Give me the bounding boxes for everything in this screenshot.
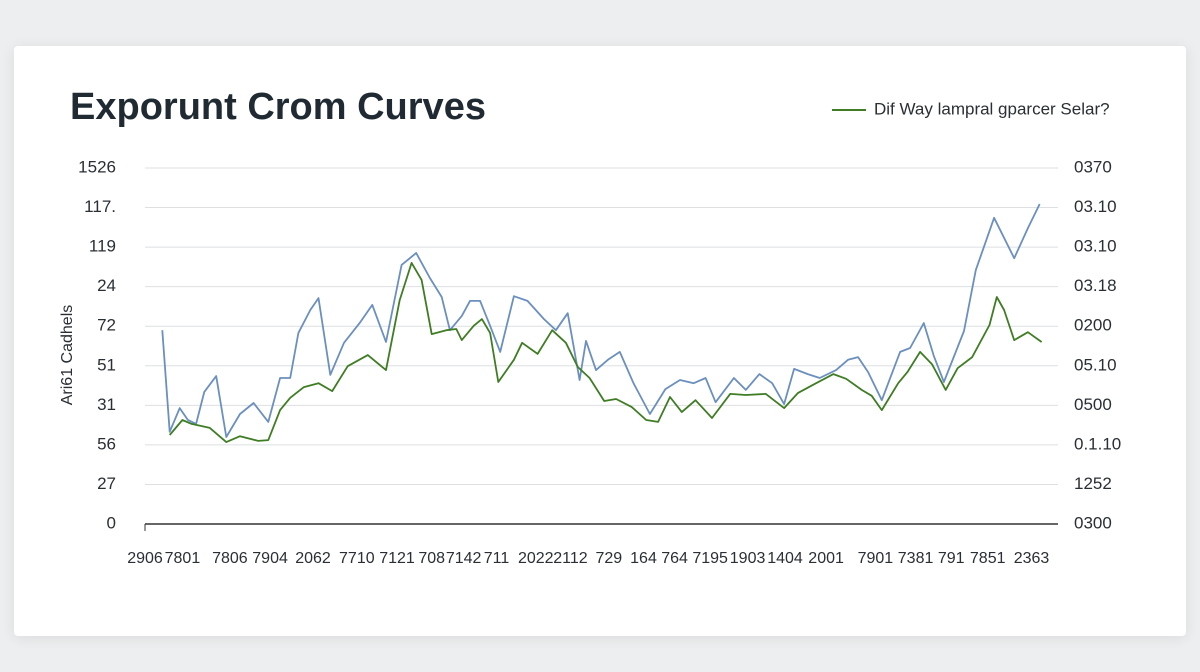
- x-tick-label: 2363: [1014, 550, 1050, 567]
- y2-tick-label: 0370: [1074, 157, 1112, 176]
- x-tick-label: 2906: [127, 550, 163, 567]
- x-tick-label: 2022: [518, 550, 554, 567]
- y-tick-label: 0: [107, 513, 116, 532]
- y-axis-label: Ari61 Cadhels: [59, 305, 76, 406]
- x-tick-label: 2062: [295, 550, 331, 567]
- y2-tick-label: 0200: [1074, 316, 1112, 335]
- x-tick-label: 791: [938, 550, 965, 567]
- x-tick-label: 2112: [553, 550, 588, 567]
- y2-tick-label: 1252: [1074, 474, 1112, 493]
- x-tick-label: 1903: [730, 550, 766, 567]
- y-tick-label: 119: [89, 237, 116, 256]
- y-tick-label: 51: [97, 355, 116, 374]
- x-tick-label: 7195: [692, 550, 728, 567]
- y2-tick-label: 03.10: [1074, 237, 1117, 256]
- y2-tick-label: 0500: [1074, 395, 1112, 414]
- y2-tick-label: 03.18: [1074, 276, 1117, 295]
- y-tick-label: 1526: [78, 157, 116, 176]
- x-tick-label: 7806: [212, 550, 248, 567]
- x-tick-label: 711: [484, 550, 510, 567]
- x-tick-label: 7381: [898, 550, 934, 567]
- y-tick-label: 72: [97, 316, 116, 335]
- series-line: [169, 262, 1043, 443]
- x-tick-label: 2001: [808, 550, 844, 567]
- legend-label: Dif Way lampral gparcer Selar?: [874, 99, 1110, 118]
- x-tick-label: 7901: [858, 550, 894, 567]
- card: [14, 46, 1186, 636]
- x-tick-label: 729: [595, 550, 622, 567]
- x-tick-label: 708: [418, 550, 445, 567]
- y-tick-label: 56: [97, 434, 116, 453]
- y2-tick-label: 03.10: [1074, 197, 1117, 216]
- series-line: [161, 203, 1041, 438]
- y2-tick-label: 05.10: [1074, 355, 1117, 374]
- x-tick-label: 764: [661, 550, 688, 567]
- x-tick-label: 7710: [339, 550, 375, 567]
- x-tick-label: 7801: [165, 550, 201, 567]
- x-tick-label: 7142: [446, 550, 482, 567]
- x-tick-label: 1404: [767, 550, 803, 567]
- y2-tick-label: 0300: [1074, 513, 1112, 532]
- y-tick-label: 117.: [84, 197, 116, 216]
- y-tick-label: 31: [97, 395, 116, 414]
- y-tick-label: 24: [97, 276, 116, 295]
- x-tick-label: 7904: [252, 550, 288, 567]
- y-tick-label: 27: [97, 474, 116, 493]
- y2-tick-label: 0.1.10: [1074, 434, 1121, 453]
- chart-title: Exporunt Crom Curves: [70, 86, 486, 128]
- x-tick-label: 7851: [970, 550, 1006, 567]
- x-tick-label: 164: [630, 550, 657, 567]
- x-tick-label: 7121: [379, 550, 415, 567]
